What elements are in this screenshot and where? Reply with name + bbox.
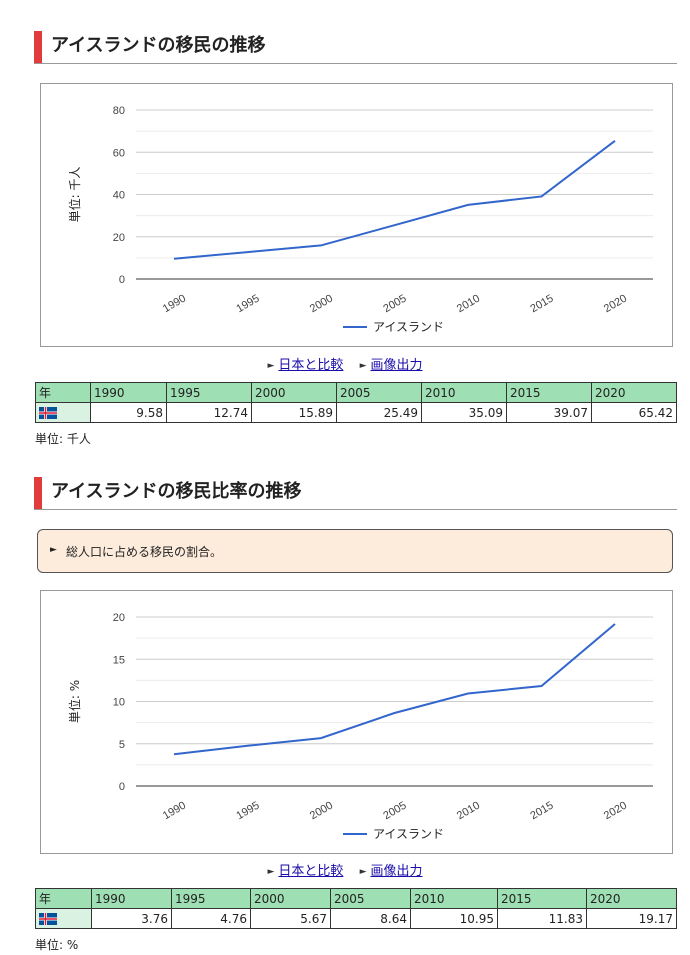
- table-header-cell: 2005: [330, 888, 411, 909]
- series-line: [173, 140, 616, 260]
- y-tick-label: 20: [113, 232, 125, 244]
- immigrants-chart: 0 20 40 60 80 1990 1995 2000 2005 2010 2015 2020 単位:…: [40, 83, 673, 347]
- image-export-link[interactable]: 画像出力: [370, 864, 423, 879]
- y-tick-label: 20: [113, 612, 125, 624]
- table-cell: 25.49: [336, 402, 422, 423]
- bullet-icon: ►: [359, 361, 367, 371]
- y-tick-label: 40: [113, 190, 125, 202]
- bullet-icon: ►: [267, 867, 275, 877]
- table-header-cell: 2010: [421, 382, 507, 403]
- table-cell: 8.64: [330, 908, 411, 929]
- bullet-icon: ►: [359, 867, 367, 877]
- y-axis-label: 単位: %: [67, 680, 82, 723]
- table-cell: 15.89: [251, 402, 337, 423]
- table-cell: 3.76: [91, 908, 172, 929]
- y-tick-label: 0: [119, 274, 125, 286]
- table-header-cell: 2005: [336, 382, 422, 403]
- table-cell: 65.42: [591, 402, 677, 423]
- note-box: ► 総人口に占める移民の割合。: [37, 529, 673, 573]
- table-cell: 39.07: [506, 402, 592, 423]
- iceland-flag-icon: [39, 407, 57, 419]
- x-tick-label: 2000: [308, 293, 335, 316]
- table-header-cell: 2015: [506, 382, 592, 403]
- bullet-icon: ►: [267, 361, 275, 371]
- compare-with-japan-link[interactable]: 日本と比較: [278, 358, 344, 373]
- x-tick-label: 2010: [455, 800, 482, 823]
- table-cell: 35.09: [421, 402, 507, 423]
- table-header-year: 年: [35, 888, 92, 909]
- note-text: 総人口に占める移民の割合。: [66, 545, 223, 559]
- x-tick-label: 2005: [381, 293, 408, 316]
- x-tick-label: 2005: [381, 800, 408, 823]
- table-header-cell: 2000: [251, 382, 337, 403]
- table-header-row: 年 1990 1995 2000 2005 2010 2015 2020: [35, 382, 677, 403]
- immigrants-chart-svg: 0 20 40 60 80 1990 1995 2000 2005 2010 2015 2020 単位:…: [67, 105, 653, 334]
- table-header-cell: 1990: [91, 888, 172, 909]
- y-tick-label: 5: [119, 739, 125, 751]
- table-header-cell: 2010: [410, 888, 498, 909]
- unit-label: 単位: %: [35, 938, 79, 952]
- section-title-immigrants: アイスランドの移民の推移: [34, 31, 677, 64]
- table-cell: 4.76: [171, 908, 251, 929]
- y-tick-label: 80: [113, 105, 125, 117]
- image-export-link[interactable]: 画像出力: [370, 358, 423, 373]
- chart-links: ► 日本と比較 ► 画像出力: [0, 354, 690, 373]
- table-header-cell: 2000: [250, 888, 331, 909]
- x-tick-label: 2000: [308, 800, 335, 823]
- table-cell: 19.17: [586, 908, 677, 929]
- table-row: 3.76 4.76 5.67 8.64 10.95 11.83 19.17: [35, 908, 677, 929]
- x-tick-label: 2015: [528, 800, 555, 823]
- flag-cell: [35, 402, 91, 423]
- y-tick-label: 60: [113, 147, 125, 159]
- flag-cell: [35, 908, 92, 929]
- x-tick-label: 1995: [234, 800, 261, 823]
- table-cell: 9.58: [90, 402, 167, 423]
- y-tick-label: 0: [119, 781, 125, 793]
- y-axis-label: 単位: 千人: [67, 167, 82, 223]
- table-cell: 5.67: [250, 908, 331, 929]
- x-tick-label: 2015: [528, 293, 555, 316]
- unit-label: 単位: 千人: [35, 432, 91, 446]
- table-header-cell: 1995: [171, 888, 251, 909]
- x-tick-label: 2010: [455, 293, 482, 316]
- table-header-cell: 1995: [166, 382, 252, 403]
- table-header-cell: 2020: [591, 382, 677, 403]
- table-header-cell: 2015: [497, 888, 587, 909]
- table-cell: 10.95: [410, 908, 498, 929]
- accent-bar: [34, 31, 42, 63]
- series-line: [173, 623, 616, 756]
- section-heading: アイスランドの移民比率の推移: [51, 481, 302, 502]
- table-header-row: 年 1990 1995 2000 2005 2010 2015 2020: [35, 888, 677, 909]
- x-tick-label: 2020: [602, 293, 629, 316]
- x-tick-label: 1990: [161, 293, 188, 316]
- table-cell: 12.74: [166, 402, 252, 423]
- accent-bar: [34, 477, 42, 509]
- immigrant-ratio-chart: 0 5 10 15 20 1990 1995 2000 2005 2010 2015 2020 単位: …: [40, 590, 673, 854]
- y-tick-label: 10: [113, 697, 125, 709]
- x-tick-label: 2020: [602, 800, 629, 823]
- y-tick-label: 15: [113, 654, 125, 666]
- table-row: 9.58 12.74 15.89 25.49 35.09 39.07 65.42: [35, 402, 677, 423]
- section-heading: アイスランドの移民の推移: [51, 35, 266, 56]
- chart-links: ► 日本と比較 ► 画像出力: [0, 860, 690, 879]
- iceland-flag-icon: [39, 913, 57, 925]
- table-cell: 11.83: [497, 908, 587, 929]
- legend-label: アイスランド: [373, 320, 444, 334]
- x-tick-label: 1990: [161, 800, 188, 823]
- section-title-immigrant-ratio: アイスランドの移民比率の推移: [34, 477, 677, 510]
- x-tick-label: 1995: [234, 293, 261, 316]
- table-header-cell: 2020: [586, 888, 677, 909]
- compare-with-japan-link[interactable]: 日本と比較: [278, 864, 344, 879]
- legend-label: アイスランド: [373, 827, 444, 841]
- table-header-cell: 1990: [90, 382, 167, 403]
- immigrants-table: 年 1990 1995 2000 2005 2010 2015 2020 9.5…: [35, 382, 677, 423]
- table-header-year: 年: [35, 382, 91, 403]
- bullet-icon: ►: [50, 545, 57, 555]
- immigrant-ratio-table: 年 1990 1995 2000 2005 2010 2015 2020 3.7…: [35, 888, 677, 929]
- immigrant-ratio-chart-svg: 0 5 10 15 20 1990 1995 2000 2005 2010 2015 2020 単位: …: [67, 612, 653, 841]
